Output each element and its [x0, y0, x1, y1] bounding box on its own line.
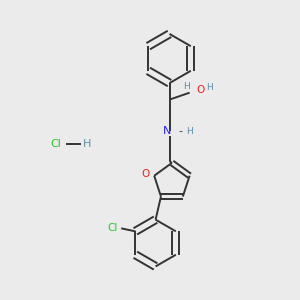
Text: H: H [183, 82, 189, 91]
Text: O: O [196, 85, 205, 95]
Text: Cl: Cl [107, 223, 117, 233]
Text: -: - [179, 126, 183, 136]
Text: O: O [142, 169, 150, 179]
Text: H: H [83, 139, 91, 149]
Text: H: H [187, 127, 193, 136]
Text: N: N [163, 126, 171, 136]
Text: H: H [206, 83, 213, 92]
Text: Cl: Cl [50, 139, 61, 149]
